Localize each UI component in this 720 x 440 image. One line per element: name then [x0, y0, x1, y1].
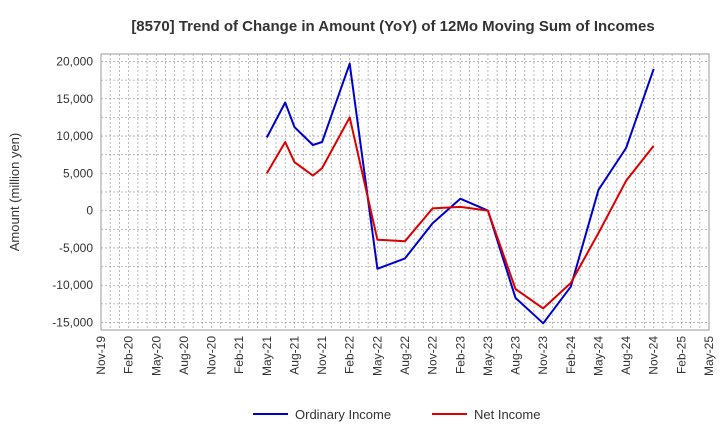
x-tick-label: Feb-20	[122, 336, 136, 374]
x-tick-label: Feb-21	[232, 336, 246, 374]
x-tick-label: May-24	[591, 336, 605, 376]
y-tick-label: -5,000	[59, 241, 93, 255]
y-tick-label: -15,000	[52, 316, 93, 330]
series-line-net-income	[265, 116, 655, 310]
legend-label: Net Income	[474, 407, 540, 422]
y-axis-title: Amount (million yen)	[7, 133, 22, 252]
x-tick-label: Aug-21	[287, 336, 301, 375]
x-tick-label: Feb-22	[343, 336, 357, 374]
x-tick-label: May-22	[370, 336, 384, 376]
x-tick-label: Nov-23	[536, 336, 550, 375]
y-axis-ticks: -15,000 -10,000 -5,000 0 5,000 10,000 15,000 20…	[52, 54, 93, 329]
y-tick-label: 0	[86, 204, 93, 218]
x-tick-label: Aug-20	[177, 336, 191, 375]
y-tick-label: -10,000	[52, 278, 93, 292]
x-tick-label: Feb-24	[564, 336, 578, 374]
series-lines	[265, 62, 655, 325]
x-tick-label: Aug-24	[619, 336, 633, 375]
x-tick-label: Nov-22	[426, 336, 440, 375]
x-tick-label: Feb-23	[453, 336, 467, 374]
y-tick-label: 5,000	[63, 166, 93, 180]
x-tick-label: Nov-24	[647, 336, 661, 375]
x-axis-ticks: Nov-19 Feb-20 May-20 Aug-20 Nov-20 Feb-21 May-…	[94, 336, 716, 376]
x-tick-label: Aug-22	[398, 336, 412, 375]
x-tick-label: Aug-23	[509, 336, 523, 375]
x-tick-label: Nov-19	[94, 336, 108, 375]
y-tick-label: 15,000	[56, 92, 93, 106]
grid	[101, 54, 709, 330]
chart-title: [8570] Trend of Change in Amount (YoY) o…	[131, 18, 654, 35]
legend: Ordinary Income Net Income	[253, 407, 540, 422]
x-tick-label: Nov-21	[315, 336, 329, 375]
series-line-ordinary-income	[265, 62, 655, 325]
y-tick-label: 20,000	[56, 54, 93, 68]
x-tick-label: May-20	[149, 336, 163, 376]
x-tick-label: Nov-20	[205, 336, 219, 375]
legend-label: Ordinary Income	[295, 407, 391, 422]
x-tick-label: May-23	[481, 336, 495, 376]
x-tick-label: Feb-25	[674, 336, 688, 374]
x-tick-label: May-21	[260, 336, 274, 376]
y-tick-label: 10,000	[56, 129, 93, 143]
x-tick-label: May-25	[702, 336, 716, 376]
